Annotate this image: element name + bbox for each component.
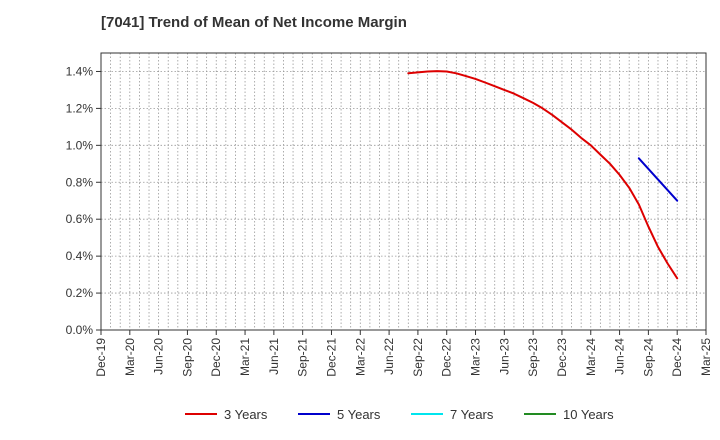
x-tick-label: Mar-22 <box>353 338 367 376</box>
y-tick-label: 0.6% <box>66 212 94 226</box>
x-tick-label: Jun-24 <box>613 338 627 375</box>
legend: 3 Years 5 Years 7 Years 10 Years <box>185 407 614 422</box>
x-tick-label: Jun-23 <box>497 338 511 375</box>
x-tick-label: Mar-20 <box>123 338 137 376</box>
x-tick-label: Mar-24 <box>584 338 598 376</box>
legend-label: 7 Years <box>450 407 494 422</box>
x-tick-label: Dec-24 <box>670 338 684 377</box>
y-tick-label: 0.0% <box>66 323 94 337</box>
legend-label: 10 Years <box>563 407 614 422</box>
y-tick-label: 1.2% <box>66 101 94 115</box>
x-tick-label: Jun-22 <box>382 338 396 375</box>
x-tick-label: Dec-23 <box>555 338 569 377</box>
y-axis-ticks: 0.0% 0.2% 0.4% 0.6% 0.8% 1.0% 1.2% 1.4% <box>66 64 101 337</box>
x-tick-label: Mar-23 <box>469 338 483 376</box>
legend-label: 5 Years <box>337 407 381 422</box>
x-tick-label: Sep-21 <box>296 338 310 377</box>
x-tick-label: Dec-21 <box>324 338 338 377</box>
legend-label: 3 Years <box>224 407 268 422</box>
y-tick-label: 0.2% <box>66 286 94 300</box>
y-tick-label: 1.0% <box>66 138 94 152</box>
y-tick-label: 0.4% <box>66 249 94 263</box>
x-tick-label: Dec-22 <box>440 338 454 377</box>
y-tick-label: 0.8% <box>66 175 94 189</box>
x-tick-label: Dec-20 <box>209 338 223 377</box>
plot-background <box>101 53 706 330</box>
series-lines <box>407 70 679 280</box>
chart-title: [7041] Trend of Mean of Net Income Margi… <box>101 14 407 31</box>
x-axis-ticks: Dec-19 Mar-20 Jun-20 Sep-20 Dec-20 Mar-21 Jun-… <box>94 330 713 377</box>
x-tick-label: Jun-21 <box>267 338 281 375</box>
x-tick-label: Sep-23 <box>526 338 540 377</box>
x-tick-label: Dec-19 <box>94 338 108 377</box>
series-line-5-years <box>637 157 679 202</box>
x-tick-label: Sep-20 <box>180 338 194 377</box>
y-tick-label: 1.4% <box>66 64 94 78</box>
x-tick-label: Mar-25 <box>699 338 713 376</box>
x-tick-label: Jun-20 <box>152 338 166 375</box>
series-line-3-years <box>407 70 679 280</box>
plot-frame <box>100 52 707 331</box>
x-tick-label: Sep-22 <box>411 338 425 377</box>
grid-lines <box>101 53 706 330</box>
x-tick-label: Sep-24 <box>641 338 655 377</box>
x-tick-label: Mar-21 <box>238 338 252 376</box>
